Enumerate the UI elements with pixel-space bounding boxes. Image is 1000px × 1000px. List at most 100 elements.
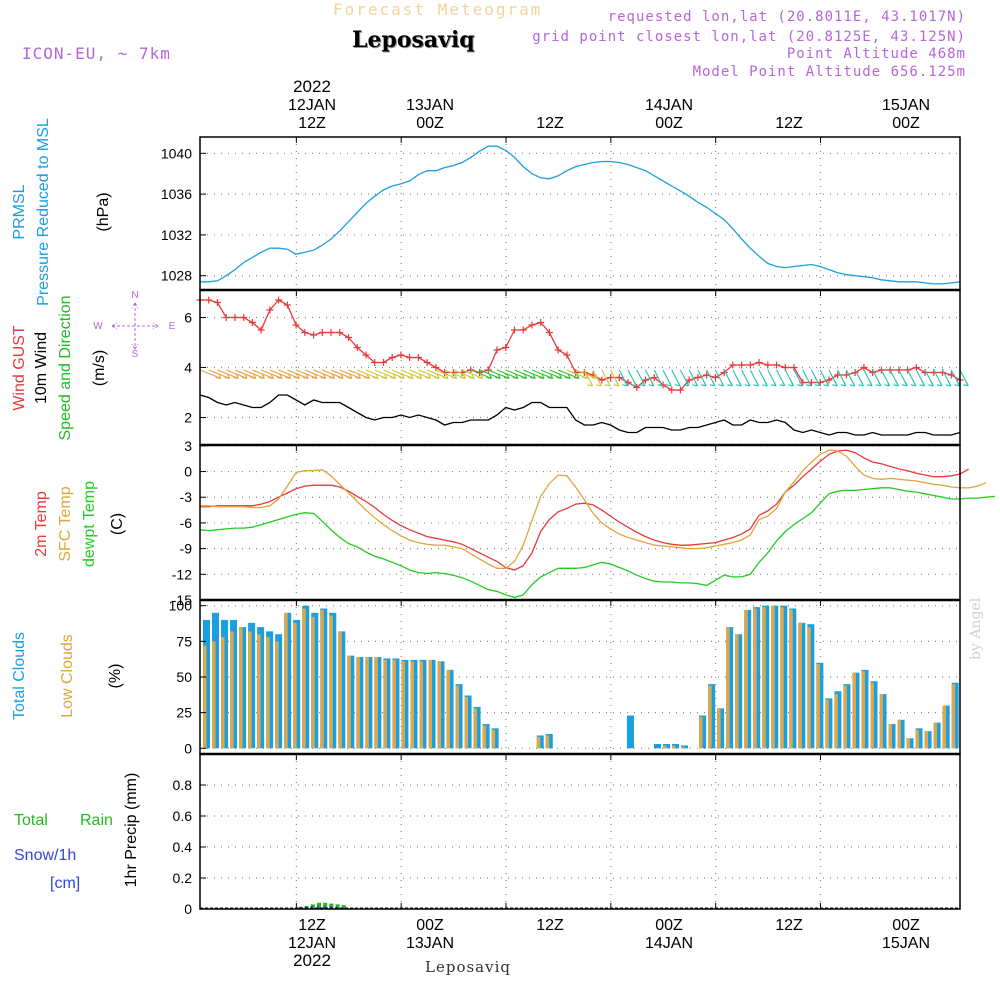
gust-marker [231, 314, 239, 321]
low-cloud-bar [257, 634, 261, 749]
wind-dir-arrowhead [753, 381, 760, 387]
panel-frame [199, 444, 961, 601]
panel-frame [199, 289, 961, 446]
low-cloud-bar [717, 708, 721, 749]
compass-s-label: S [132, 349, 139, 360]
wind-dir-arrowhead [451, 374, 458, 379]
low-cloud-bar [356, 657, 360, 749]
wind-dir-arrowhead [875, 381, 882, 387]
gust-marker [790, 364, 798, 371]
gust-marker [607, 374, 615, 381]
low-cloud-bar [455, 685, 460, 749]
total-cloud-bar [626, 715, 634, 749]
wind-dir-arrowhead [259, 374, 265, 379]
low-cloud-bar [347, 655, 351, 749]
wind-dir-arrowhead [372, 374, 379, 379]
wind-dir-arrow [348, 369, 370, 379]
low-cloud-bar [545, 735, 550, 749]
low-cloud-bar [753, 608, 757, 749]
gust-marker [528, 321, 536, 329]
gust-marker [519, 326, 527, 334]
y-tick-label: 75 [176, 633, 192, 649]
gust-marker [537, 319, 545, 326]
wind-dir-arrowhead [311, 374, 318, 379]
2m-temp-line [200, 449, 970, 571]
y-tick-label: 0 [184, 464, 192, 480]
dewpt-temp-line [199, 487, 995, 599]
low-cloud-bar [726, 627, 730, 749]
low-cloud-bar [861, 671, 865, 749]
wind-unit-label: (m/s) [91, 350, 108, 386]
pressure-reduced-label: Pressure Reduced to MSL [35, 118, 52, 306]
wind-dir-arrowhead [250, 374, 257, 379]
wind-dir-arrow [505, 369, 527, 379]
wind-dir-arrowhead [954, 381, 960, 387]
compass-icon: N S W E [93, 290, 175, 360]
temp-sfc-label: SFC Temp [57, 486, 74, 561]
gust-marker [510, 326, 518, 334]
gust-marker [860, 364, 868, 371]
wind-dir-arrowhead [556, 374, 562, 379]
low-cloud-bar [401, 661, 405, 749]
wind-dir-arrowhead [573, 374, 580, 379]
gust-marker [362, 351, 370, 359]
grid-layer [200, 137, 960, 910]
wind-dir-arrow [234, 369, 256, 379]
wind-dir-arrowhead [521, 374, 528, 379]
point-altitude: Point Altitude 468m [786, 46, 966, 62]
rain-bar [341, 905, 346, 909]
low-cloud-bar [428, 659, 432, 749]
wind-dir-arrowhead [587, 381, 594, 387]
low-cloud-bar [888, 724, 893, 749]
wind-dir-arrow [365, 369, 387, 379]
wind-dir-arrowhead [538, 374, 545, 379]
wind-dir-arrowhead [867, 381, 873, 387]
y-tick-label: 0 [184, 901, 192, 917]
low-cloud-bar [798, 622, 802, 749]
low-cloud-bar [789, 609, 793, 749]
low-cloud-bar [437, 661, 442, 749]
precip-rain-label: Rain [80, 812, 113, 829]
wind-dir-arrowhead [268, 374, 274, 379]
bottom-hour-00z-c: 00Z [892, 917, 920, 934]
y-tick-label: -6 [180, 515, 193, 531]
wind-dir-arrow [444, 369, 466, 379]
wind-dir-arrowhead [683, 381, 690, 387]
grid-point-coords: grid point closest lon,lat (20.8125E, 43… [532, 29, 966, 45]
bottom-year-label: 2022 [293, 951, 331, 970]
wind-dir-arrowhead [591, 374, 597, 379]
precip-snow-unit-label: [cm] [50, 875, 80, 892]
y-tick-label: -3 [180, 489, 193, 505]
low-cloud-bar [663, 745, 667, 749]
low-cloud-bar [311, 617, 315, 749]
wind-dir-arrowhead [744, 381, 751, 387]
gust-marker [301, 329, 309, 336]
gust-marker [414, 354, 422, 361]
gust-marker [545, 329, 553, 336]
wind-dir-arrowhead [565, 374, 571, 379]
low-cloud-bar [699, 716, 703, 749]
mark-layer [196, 145, 995, 909]
wind-dir-arrowhead [823, 381, 829, 387]
low-cloud-bar [446, 669, 451, 749]
wind-dir-arrowhead [381, 374, 388, 379]
gust-marker [353, 344, 361, 351]
low-cloud-bar [491, 729, 496, 749]
bottom-hour-12z-b: 12Z [536, 917, 564, 934]
wind-dir-arrowhead [735, 381, 742, 387]
low-cloud-bar [852, 672, 856, 749]
low-cloud-bar [212, 641, 216, 749]
wind-dir-arrowhead [241, 374, 248, 379]
wind-dir-arrow [426, 369, 449, 379]
low-cloud-bar [365, 657, 369, 749]
wind-dir-arrowhead [233, 374, 239, 379]
gust-marker [345, 334, 353, 341]
low-cloud-bar [338, 631, 342, 749]
wind-dir-arrowhead [893, 381, 899, 387]
low-cloud-bar [284, 612, 288, 749]
wind-dir-arrowhead [797, 381, 803, 387]
requested-coords: requested lon,lat (20.8011E, 43.1017N) [607, 9, 966, 25]
bottom-day-14jan: 14JAN [645, 935, 693, 952]
y-tick-label: 50 [176, 669, 192, 685]
